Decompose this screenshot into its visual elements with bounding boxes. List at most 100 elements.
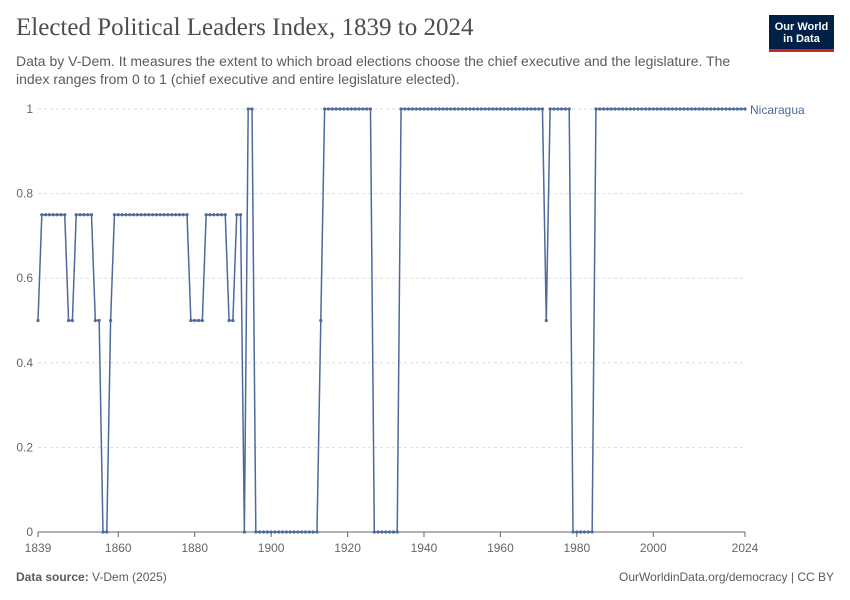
data-point[interactable] — [258, 530, 262, 534]
data-point[interactable] — [483, 107, 487, 111]
data-point[interactable] — [82, 213, 86, 217]
data-point[interactable] — [288, 530, 292, 534]
data-point[interactable] — [644, 107, 648, 111]
data-point[interactable] — [636, 107, 640, 111]
data-point[interactable] — [735, 107, 739, 111]
data-point[interactable] — [586, 530, 590, 534]
data-point[interactable] — [273, 530, 277, 534]
data-point[interactable] — [582, 530, 587, 534]
data-point[interactable] — [567, 107, 571, 111]
data-point[interactable] — [693, 107, 697, 111]
data-point[interactable] — [334, 107, 338, 111]
data-point[interactable] — [311, 530, 315, 534]
data-point[interactable] — [594, 107, 598, 111]
data-point[interactable] — [185, 213, 189, 217]
data-point[interactable] — [655, 107, 659, 111]
data-point[interactable] — [387, 530, 392, 534]
data-point[interactable] — [173, 213, 178, 217]
data-point[interactable] — [514, 107, 518, 111]
data-point[interactable] — [147, 213, 151, 217]
data-point[interactable] — [468, 107, 472, 111]
data-point[interactable] — [460, 107, 464, 111]
data-point[interactable] — [135, 213, 139, 217]
data-point[interactable] — [433, 107, 438, 111]
data-point[interactable] — [624, 107, 629, 111]
series-line-nicaragua[interactable] — [37, 108, 745, 533]
data-point[interactable] — [349, 107, 353, 111]
data-point[interactable] — [651, 107, 655, 111]
data-point[interactable] — [143, 213, 147, 217]
data-point[interactable] — [250, 107, 254, 111]
data-point[interactable] — [598, 107, 602, 111]
data-point[interactable] — [525, 107, 529, 111]
data-point[interactable] — [66, 318, 71, 323]
data-point[interactable] — [571, 530, 575, 534]
data-point[interactable] — [617, 107, 621, 111]
data-point[interactable] — [227, 318, 231, 323]
data-point[interactable] — [728, 107, 732, 111]
data-point[interactable] — [399, 107, 403, 111]
data-point[interactable] — [269, 530, 273, 534]
data-point[interactable] — [403, 107, 407, 111]
data-point[interactable] — [494, 107, 499, 111]
data-point[interactable] — [181, 213, 185, 217]
data-point[interactable] — [709, 107, 713, 111]
data-point[interactable] — [36, 318, 40, 323]
data-point[interactable] — [231, 318, 235, 323]
data-point[interactable] — [640, 107, 644, 111]
data-point[interactable] — [731, 107, 736, 111]
data-point[interactable] — [345, 107, 350, 111]
data-point[interactable] — [242, 530, 246, 534]
data-point[interactable] — [621, 107, 625, 111]
data-point[interactable] — [701, 107, 705, 111]
data-point[interactable] — [697, 107, 701, 111]
data-point[interactable] — [498, 107, 503, 111]
data-point[interactable] — [338, 107, 342, 111]
data-point[interactable] — [219, 213, 224, 217]
data-point[interactable] — [223, 213, 227, 217]
data-point[interactable] — [86, 213, 90, 217]
series-label[interactable]: Nicaragua — [750, 103, 805, 117]
data-source-value[interactable]: V-Dem (2025) — [92, 570, 167, 584]
data-point[interactable] — [151, 213, 155, 217]
data-point[interactable] — [70, 318, 74, 323]
data-point[interactable] — [720, 107, 724, 111]
data-point[interactable] — [277, 530, 281, 534]
data-point[interactable] — [93, 318, 97, 323]
data-point[interactable] — [376, 530, 380, 534]
data-point[interactable] — [602, 107, 606, 111]
data-point[interactable] — [51, 213, 55, 217]
data-point[interactable] — [716, 107, 720, 111]
data-point[interactable] — [47, 213, 52, 217]
data-point[interactable] — [487, 107, 491, 111]
data-point[interactable] — [613, 107, 617, 111]
data-point[interactable] — [563, 107, 567, 111]
data-point[interactable] — [265, 530, 269, 534]
data-point[interactable] — [89, 213, 94, 217]
data-point[interactable] — [743, 107, 747, 111]
data-point[interactable] — [189, 318, 193, 323]
data-point[interactable] — [475, 107, 480, 111]
data-point[interactable] — [647, 107, 652, 111]
data-point[interactable] — [552, 107, 556, 111]
data-point[interactable] — [154, 213, 159, 217]
data-point[interactable] — [170, 213, 174, 217]
data-point[interactable] — [537, 107, 541, 111]
data-point[interactable] — [590, 530, 594, 534]
data-point[interactable] — [380, 530, 384, 534]
data-point[interactable] — [254, 530, 258, 534]
data-point[interactable] — [368, 107, 373, 111]
data-point[interactable] — [479, 107, 483, 111]
data-point[interactable] — [158, 213, 162, 217]
data-point[interactable] — [212, 213, 216, 217]
data-point[interactable] — [472, 107, 476, 111]
data-point[interactable] — [78, 213, 82, 217]
data-point[interactable] — [300, 530, 304, 534]
data-point[interactable] — [296, 530, 300, 534]
data-point[interactable] — [166, 213, 170, 217]
data-point[interactable] — [506, 107, 510, 111]
data-point[interactable] — [162, 213, 166, 217]
data-point[interactable] — [491, 107, 495, 111]
data-point[interactable] — [204, 213, 208, 217]
data-point[interactable] — [533, 107, 537, 111]
